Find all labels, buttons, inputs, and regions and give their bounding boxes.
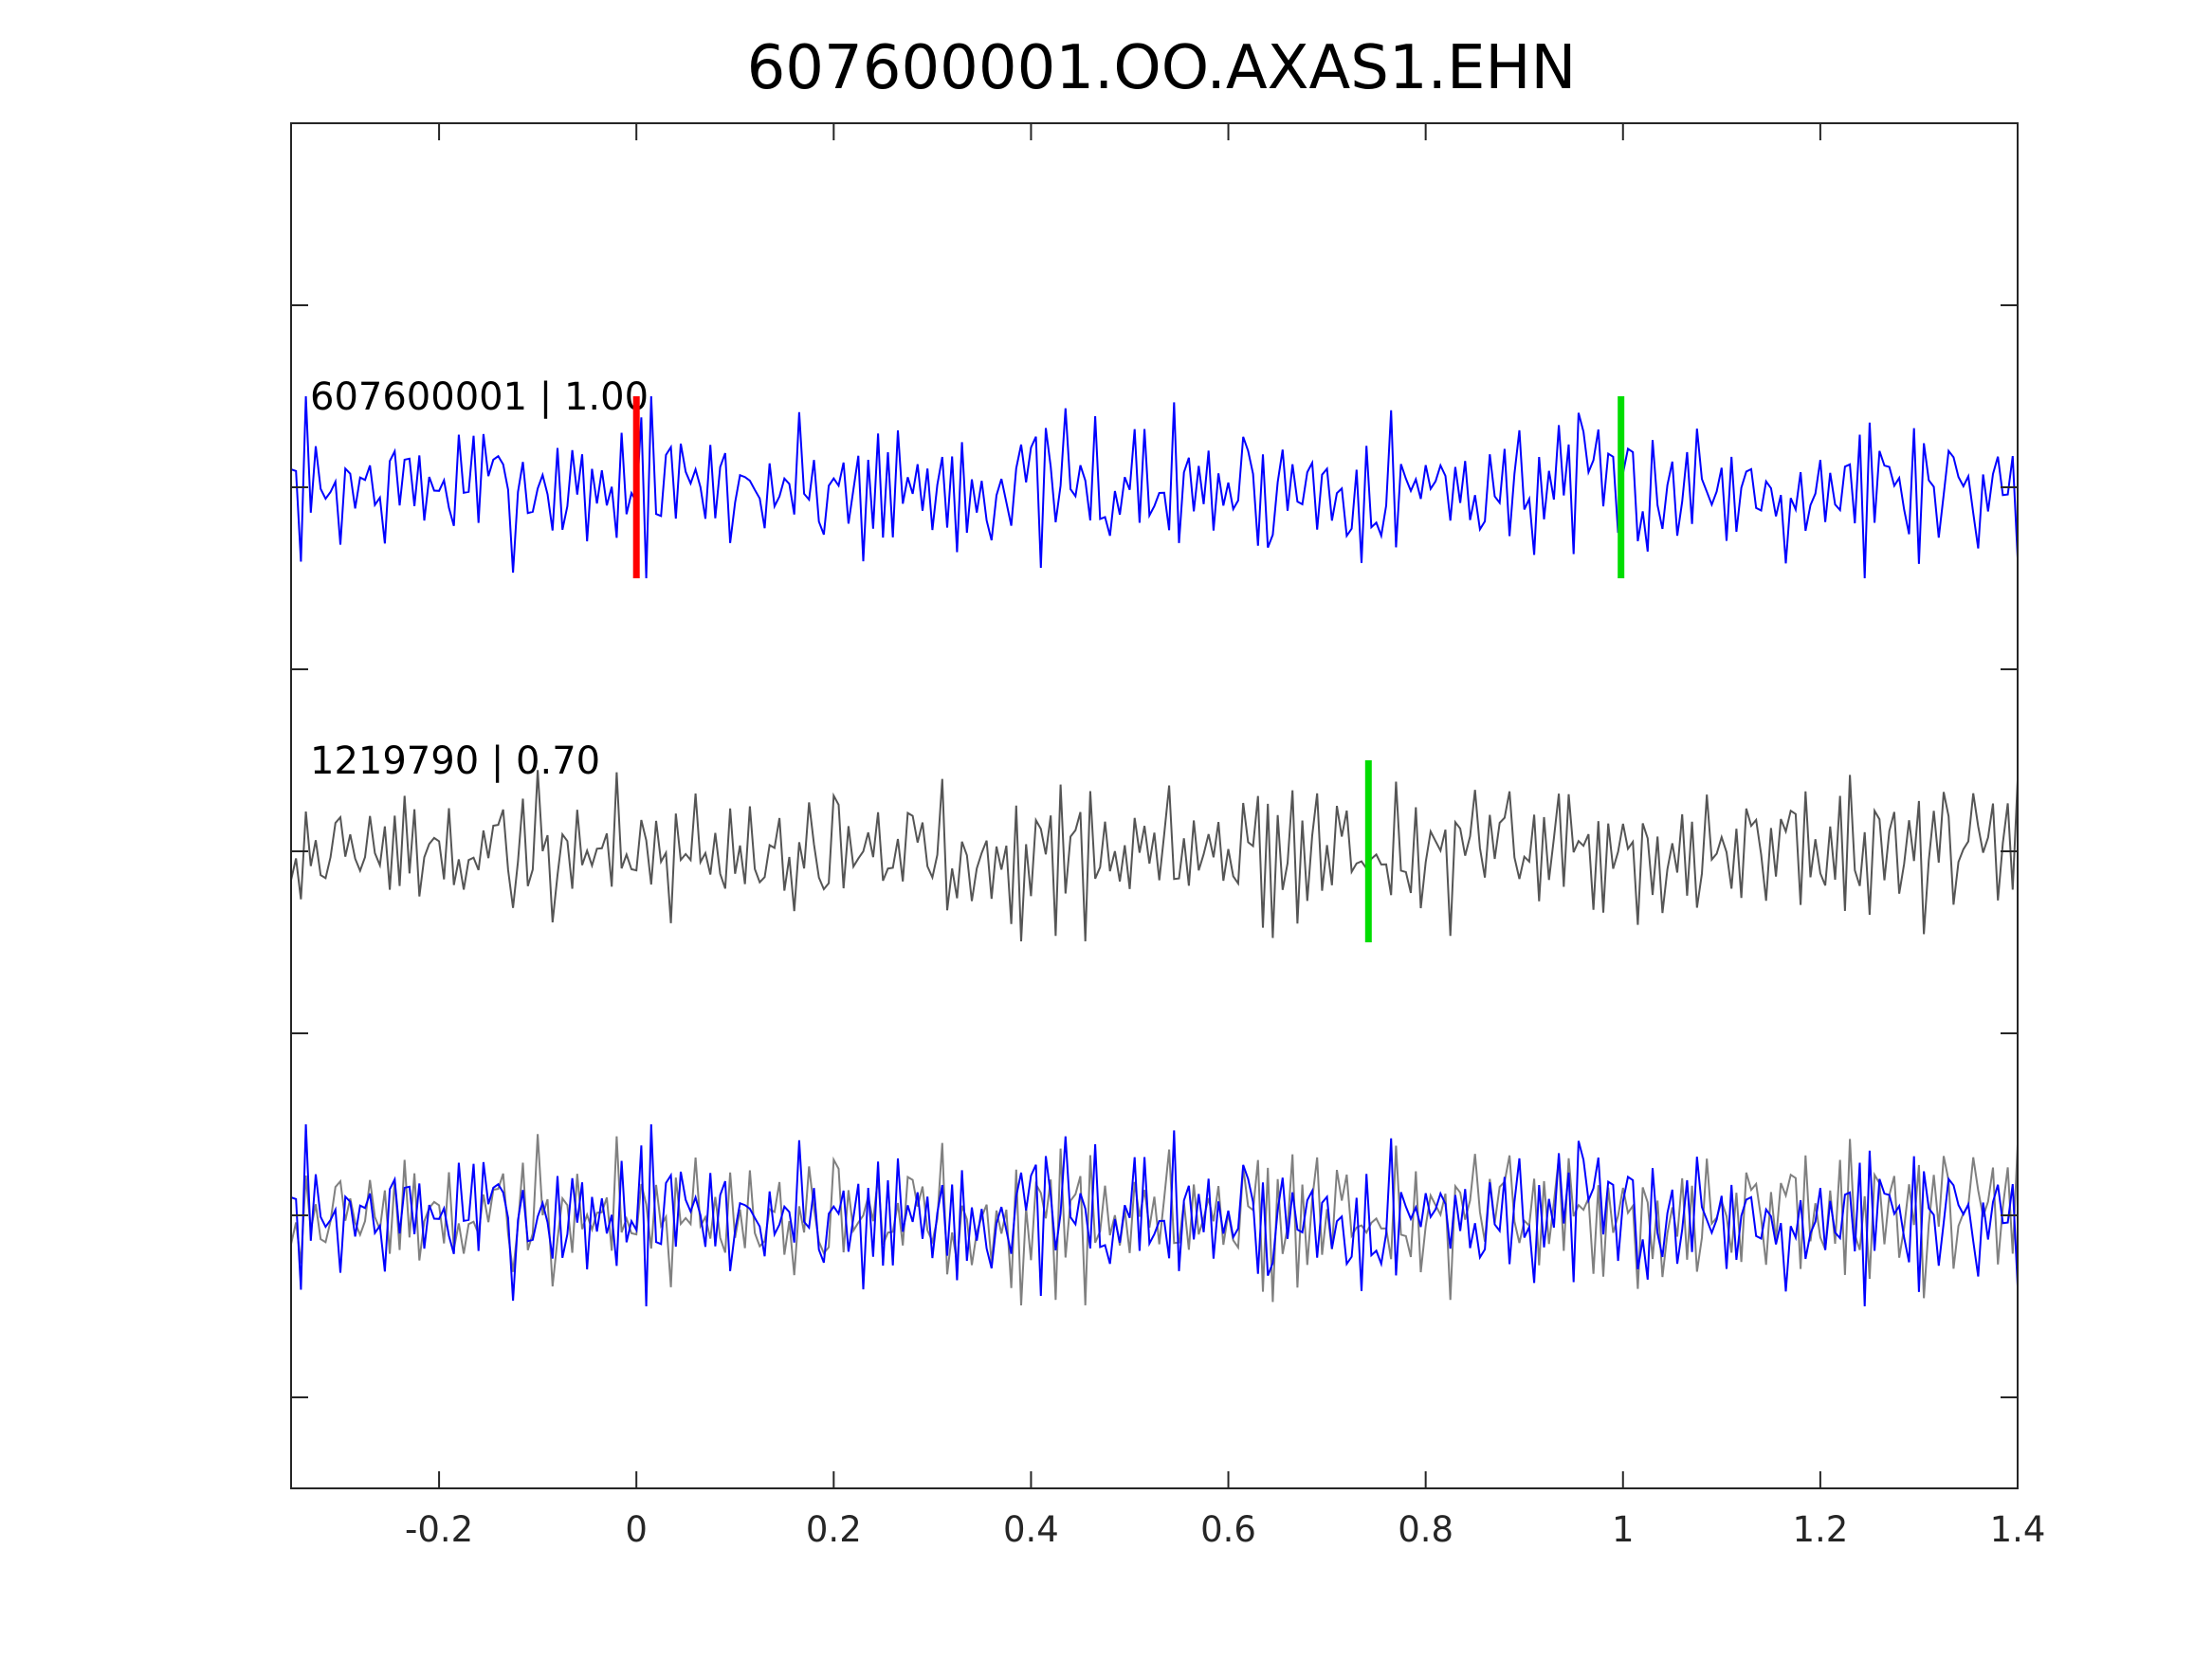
x-tick-label: 1 <box>1612 1509 1635 1550</box>
x-tick-label: 0.2 <box>806 1509 862 1550</box>
trace-1: 607600001 | 1.00 <box>290 375 2019 579</box>
x-tick-label: 1.2 <box>1792 1509 1848 1550</box>
trace-2-label: 1219790 | 0.70 <box>310 739 600 783</box>
overlay-series-2 <box>290 1123 2019 1307</box>
trace-1-label: 607600001 | 1.00 <box>310 375 649 419</box>
x-tick-label: 0.6 <box>1200 1509 1256 1550</box>
trace-2: 1219790 | 0.70 <box>290 739 2019 942</box>
x-tick-label: 0 <box>625 1509 648 1550</box>
x-tick-label: 1.4 <box>1990 1509 2046 1550</box>
trace-2-waveform <box>290 770 2019 942</box>
trace-1-waveform <box>290 395 2019 579</box>
overlay-series-1 <box>290 1134 2019 1306</box>
x-tick-label: 0.4 <box>1003 1509 1059 1550</box>
chart-title: 607600001.OO.AXAS1.EHN <box>747 33 1577 103</box>
plot-area: 607600001 | 1.00 1219790 | 0.70 <box>290 375 2019 1307</box>
overlay-traces <box>290 1123 2019 1307</box>
axes-box <box>290 122 2019 1489</box>
x-tick-label: 0.8 <box>1398 1509 1453 1550</box>
x-tick-label: -0.2 <box>405 1509 473 1550</box>
axis-ticks: -0.2 0 0.2 0.4 0.6 0.8 1 1.2 1.4 <box>291 123 2045 1550</box>
